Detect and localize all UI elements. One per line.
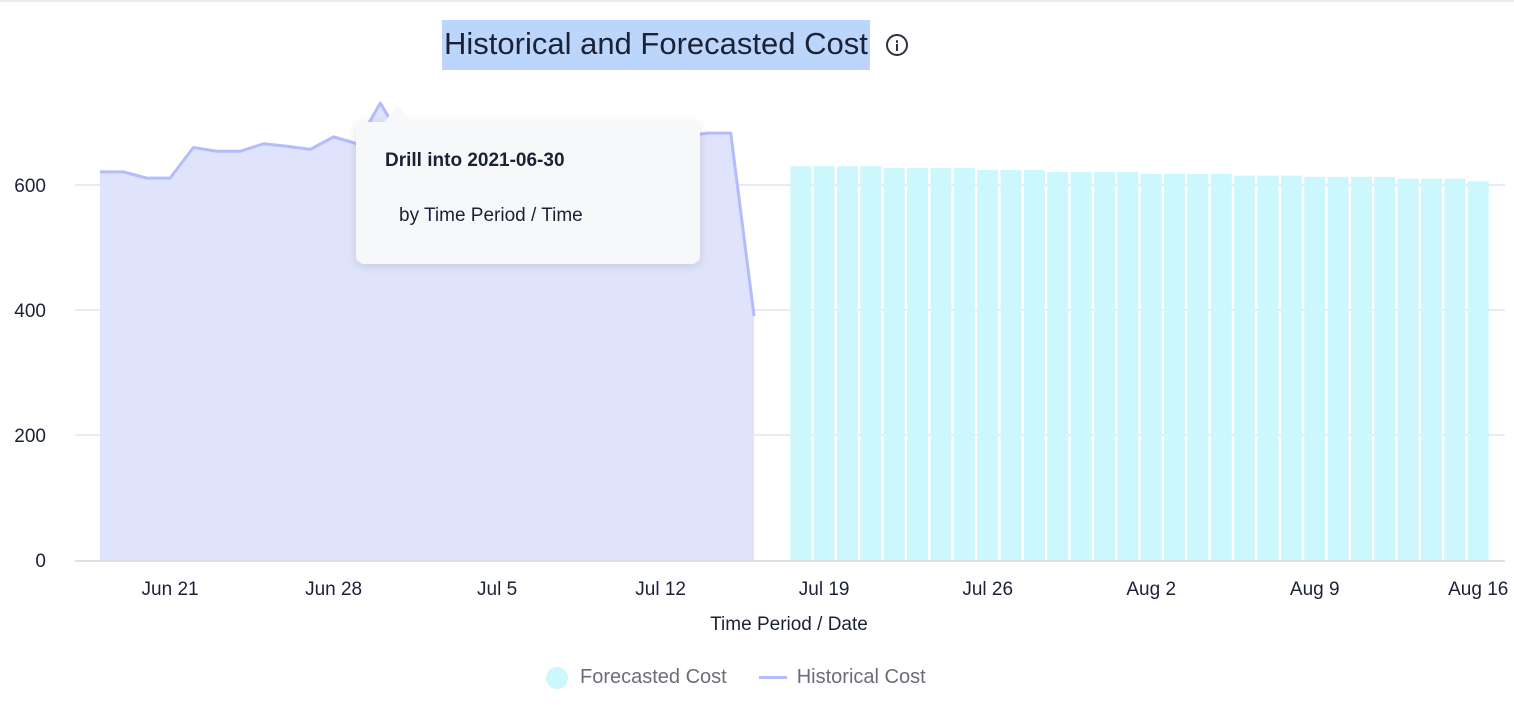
y-tick-label: 400 — [14, 301, 46, 322]
historical-point[interactable] — [304, 143, 316, 155]
forecast-bar[interactable] — [1070, 171, 1092, 560]
forecast-bar[interactable] — [1374, 176, 1396, 560]
x-axis-title: Time Period / Date — [710, 614, 868, 635]
legend: Forecasted Cost Historical Cost — [546, 666, 926, 689]
forecast-bar[interactable] — [1280, 175, 1302, 560]
x-tick-label: Aug 9 — [1290, 579, 1340, 600]
forecast-bar[interactable] — [953, 168, 975, 560]
forecast-bar[interactable] — [1093, 171, 1115, 560]
x-tick-label: Aug 2 — [1126, 579, 1176, 600]
forecast-bar[interactable] — [1350, 176, 1372, 560]
forecast-bar[interactable] — [883, 168, 905, 560]
forecast-bar[interactable] — [1117, 171, 1139, 560]
historical-point[interactable] — [701, 127, 713, 139]
forecast-bar[interactable] — [1444, 178, 1466, 560]
x-tick-label: Aug 16 — [1448, 579, 1508, 600]
historical-point[interactable] — [258, 138, 270, 150]
x-tick-label: Jul 19 — [799, 579, 850, 600]
forecast-bar[interactable] — [1421, 178, 1443, 560]
forecast-bar[interactable] — [977, 170, 999, 560]
info-icon[interactable] — [885, 34, 908, 56]
forecast-bar[interactable] — [1140, 173, 1162, 560]
forecast-bar[interactable] — [1187, 173, 1209, 560]
tooltip-title[interactable]: Drill into 2021-06-30 — [385, 150, 565, 171]
forecast-bar[interactable] — [1164, 173, 1186, 560]
x-tick-label: Jun 21 — [142, 579, 199, 600]
forecast-bar[interactable] — [1047, 171, 1069, 560]
forecast-bar[interactable] — [1257, 175, 1279, 560]
forecast-bar[interactable] — [1210, 173, 1232, 560]
forecast-bar[interactable] — [907, 168, 929, 560]
historical-point[interactable] — [748, 310, 760, 322]
historical-point[interactable] — [117, 166, 129, 178]
historical-point[interactable] — [187, 142, 199, 154]
historical-point[interactable] — [328, 131, 340, 143]
historical-point[interactable] — [211, 145, 223, 157]
forecast-bar[interactable] — [1000, 170, 1022, 560]
historical-point[interactable] — [164, 172, 176, 184]
x-tick-label: Jul 12 — [635, 579, 686, 600]
chart-title: Historical and Forecasted Cost — [442, 20, 870, 70]
drill-tooltip[interactable]: Drill into 2021-06-30 by Time Period / T… — [356, 106, 700, 264]
forecast-bar[interactable] — [1467, 181, 1489, 560]
x-tick-label: Jul 5 — [477, 579, 517, 600]
tooltip-subtitle: by Time Period / Time — [399, 205, 583, 226]
forecast-bar[interactable] — [1234, 175, 1256, 560]
historical-point[interactable] — [725, 127, 737, 139]
forecast-bar[interactable] — [790, 166, 812, 560]
legend-historical-label[interactable]: Historical Cost — [796, 666, 926, 688]
legend-historical-swatch[interactable] — [758, 676, 787, 679]
x-tick-label: Jul 26 — [962, 579, 1013, 600]
forecast-bar[interactable] — [1397, 178, 1419, 560]
forecast-bar[interactable] — [860, 166, 882, 560]
historical-point[interactable] — [141, 172, 153, 184]
legend-forecasted-swatch[interactable] — [546, 666, 568, 689]
forecast-bar[interactable] — [1304, 176, 1326, 560]
historical-point[interactable] — [234, 145, 246, 157]
top-border — [0, 0, 1514, 2]
y-tick-label: 0 — [35, 551, 46, 572]
legend-forecasted-label[interactable]: Forecasted Cost — [580, 666, 727, 688]
forecast-bar[interactable] — [930, 168, 952, 560]
forecast-bar[interactable] — [1023, 170, 1045, 560]
forecast-bar[interactable] — [1327, 176, 1349, 560]
x-tick-label: Jun 28 — [305, 579, 362, 600]
forecast-bar[interactable] — [837, 166, 859, 560]
historical-point[interactable] — [94, 166, 106, 178]
forecast-bar[interactable] — [813, 166, 835, 560]
chart-header: Historical and Forecasted Cost — [442, 20, 908, 70]
y-tick-label: 600 — [14, 176, 46, 197]
historical-point[interactable] — [281, 140, 293, 152]
y-tick-label: 200 — [14, 426, 46, 447]
